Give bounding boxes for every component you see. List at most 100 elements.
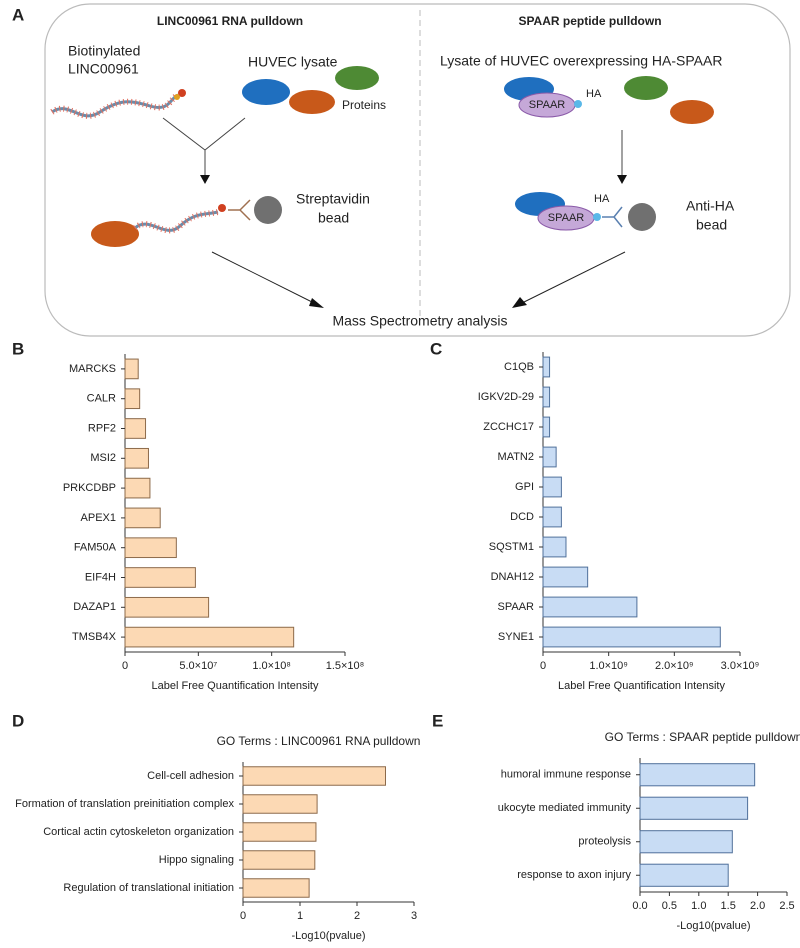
bar	[639, 796, 749, 820]
protein	[91, 221, 139, 247]
y-tick-label: TMSB4X	[72, 631, 117, 643]
y-tick-label: FAM50A	[74, 542, 117, 554]
x-tick-label: 3.0×10⁹	[721, 660, 760, 672]
panel-label: A	[12, 5, 24, 24]
y-tick-label: C1QB	[504, 361, 534, 373]
x-tick-label: 0.0	[632, 900, 647, 912]
panel-label: C	[430, 339, 442, 358]
arrowhead	[200, 175, 210, 184]
ha-tag	[593, 213, 601, 221]
bar	[124, 358, 139, 380]
x-axis-label: -Log10(pvalue)	[292, 930, 366, 942]
x-tick-label: 3	[411, 910, 417, 922]
x-tick-label: 1.5	[721, 900, 736, 912]
rna-bases	[133, 209, 219, 234]
x-tick-label: 0	[240, 910, 246, 922]
y-tick-label: SYNE1	[498, 631, 534, 643]
protein	[335, 66, 379, 90]
bar	[639, 863, 729, 887]
label: HA	[586, 88, 602, 100]
bar	[542, 596, 638, 618]
x-tick-label: 2.0×10⁹	[655, 660, 694, 672]
y-tick-label: Formation of translation preinitiation c…	[15, 798, 234, 810]
y-tick-label: RPF2	[88, 422, 116, 434]
arrow	[211, 251, 319, 306]
panel-label: D	[12, 711, 24, 730]
y-tick-label: DAZAP1	[73, 601, 116, 613]
bar	[542, 566, 589, 588]
y-tick-label: CALR	[87, 393, 116, 405]
arrowhead	[617, 175, 627, 184]
ha-tag	[574, 100, 582, 108]
bar	[542, 536, 567, 558]
arrow	[162, 117, 246, 180]
x-axis-label: Label Free Quantification Intensity	[152, 680, 319, 692]
bar	[542, 416, 551, 438]
x-tick-label: 0	[122, 660, 128, 672]
biotin	[218, 204, 226, 212]
label: Proteins	[342, 98, 386, 112]
y-tick-label: Cell-cell adhesion	[147, 770, 234, 782]
bar	[124, 418, 147, 439]
bead	[628, 203, 656, 231]
label: Anti-HA	[686, 198, 735, 214]
bar	[124, 537, 177, 559]
label: SPAAR	[548, 212, 585, 224]
bar	[542, 476, 562, 498]
y-tick-label: MATN2	[498, 451, 534, 463]
bar	[124, 626, 295, 648]
bead	[254, 196, 282, 224]
y-tick-label: DCD	[510, 511, 534, 523]
y-tick-label: response to axon injury	[517, 869, 631, 881]
bar	[542, 506, 562, 528]
label: HUVEC lysate	[248, 54, 338, 70]
y-tick-label: SQSTM1	[489, 541, 534, 553]
bar	[124, 567, 196, 588]
label: LINC00961	[68, 61, 139, 77]
bar	[242, 822, 317, 842]
panel-label: B	[12, 339, 24, 358]
x-tick-label: 1.0	[691, 900, 706, 912]
section-title: LINC00961 RNA pulldown	[157, 14, 303, 28]
bar	[639, 830, 733, 854]
label: HA	[594, 193, 610, 205]
bar	[242, 766, 386, 786]
label: Streptavidin	[296, 191, 370, 207]
y-tick-label: MARCKS	[69, 363, 116, 375]
panel-label: E	[432, 711, 443, 730]
y-tick-label: GPI	[515, 481, 534, 493]
arrow	[517, 251, 626, 306]
label: bead	[318, 210, 349, 226]
y-tick-label: ZCCHC17	[483, 421, 534, 433]
x-tick-label: 1.0×10⁸	[252, 660, 291, 672]
y-tick-label: SPAAR	[498, 601, 535, 613]
bar	[124, 507, 161, 529]
antibody	[602, 206, 623, 228]
bar	[542, 626, 721, 648]
label: SPAAR	[529, 99, 566, 111]
label: Mass Spectrometry analysis	[332, 313, 507, 329]
chart-title: GO Terms : LINC00961 RNA pulldown	[217, 734, 421, 748]
protein	[670, 100, 714, 124]
bar	[124, 388, 141, 410]
y-tick-label: DNAH12	[491, 571, 534, 583]
bar	[542, 386, 551, 408]
panel-frame	[44, 3, 791, 337]
bar	[542, 356, 551, 378]
y-tick-label: MSI2	[90, 452, 116, 464]
y-tick-label: APEX1	[81, 512, 116, 524]
x-tick-label: 2.5	[779, 900, 794, 912]
biotin	[174, 94, 180, 100]
bar	[639, 763, 756, 787]
label: Lysate of HUVEC overexpressing HA-SPAAR	[440, 53, 722, 69]
rna	[134, 210, 219, 232]
y-tick-label: proteolysis	[578, 836, 631, 848]
x-axis-label: -Log10(pvalue)	[677, 920, 751, 932]
y-tick-label: humoral immune response	[501, 769, 631, 781]
bar	[542, 446, 557, 468]
bar	[124, 596, 210, 618]
y-tick-label: ukocyte mediated immunity	[498, 802, 632, 814]
y-tick-label: IGKV2D-29	[478, 391, 534, 403]
